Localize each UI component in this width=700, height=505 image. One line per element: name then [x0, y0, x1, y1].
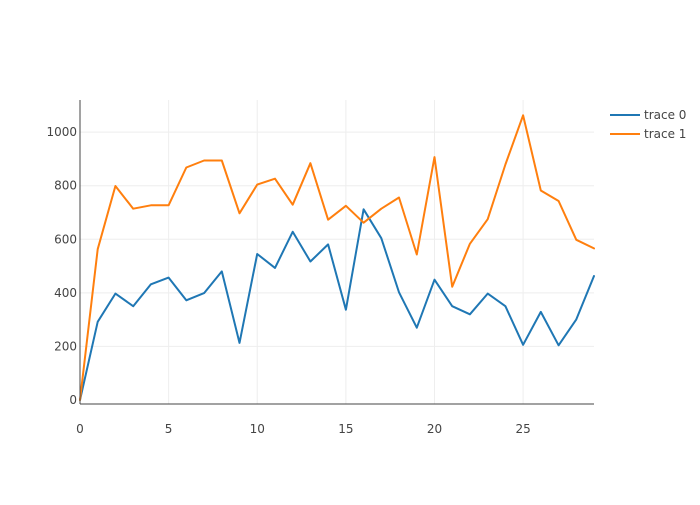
series-layer — [79, 114, 595, 401]
legend-item-trace-1[interactable]: trace 1 — [610, 127, 686, 141]
axes-layer: 0 200 400 600 800 1000 0 5 10 15 20 25 — [46, 100, 594, 436]
y-tick-label: 1000 — [46, 125, 77, 139]
x-tick-label: 10 — [250, 422, 265, 436]
legend-label: trace 1 — [644, 127, 686, 141]
y-tick-label: 600 — [54, 232, 77, 246]
grid-layer — [80, 100, 594, 404]
y-tick-label: 400 — [54, 286, 77, 300]
legend-label: trace 0 — [644, 108, 686, 122]
y-tick-label: 200 — [54, 339, 77, 353]
y-tick-label: 800 — [54, 179, 77, 193]
legend-item-trace-0[interactable]: trace 0 — [610, 108, 686, 122]
y-tick-label: 0 — [69, 393, 77, 407]
x-tick-label: 5 — [165, 422, 173, 436]
series-line-trace-1 — [79, 114, 595, 401]
x-tick-label: 25 — [515, 422, 530, 436]
x-tick-label: 15 — [338, 422, 353, 436]
x-tick-label: 20 — [427, 422, 442, 436]
series-line-trace-0 — [79, 208, 595, 401]
x-tick-label: 0 — [76, 422, 84, 436]
legend[interactable]: trace 0 trace 1 — [610, 108, 686, 141]
